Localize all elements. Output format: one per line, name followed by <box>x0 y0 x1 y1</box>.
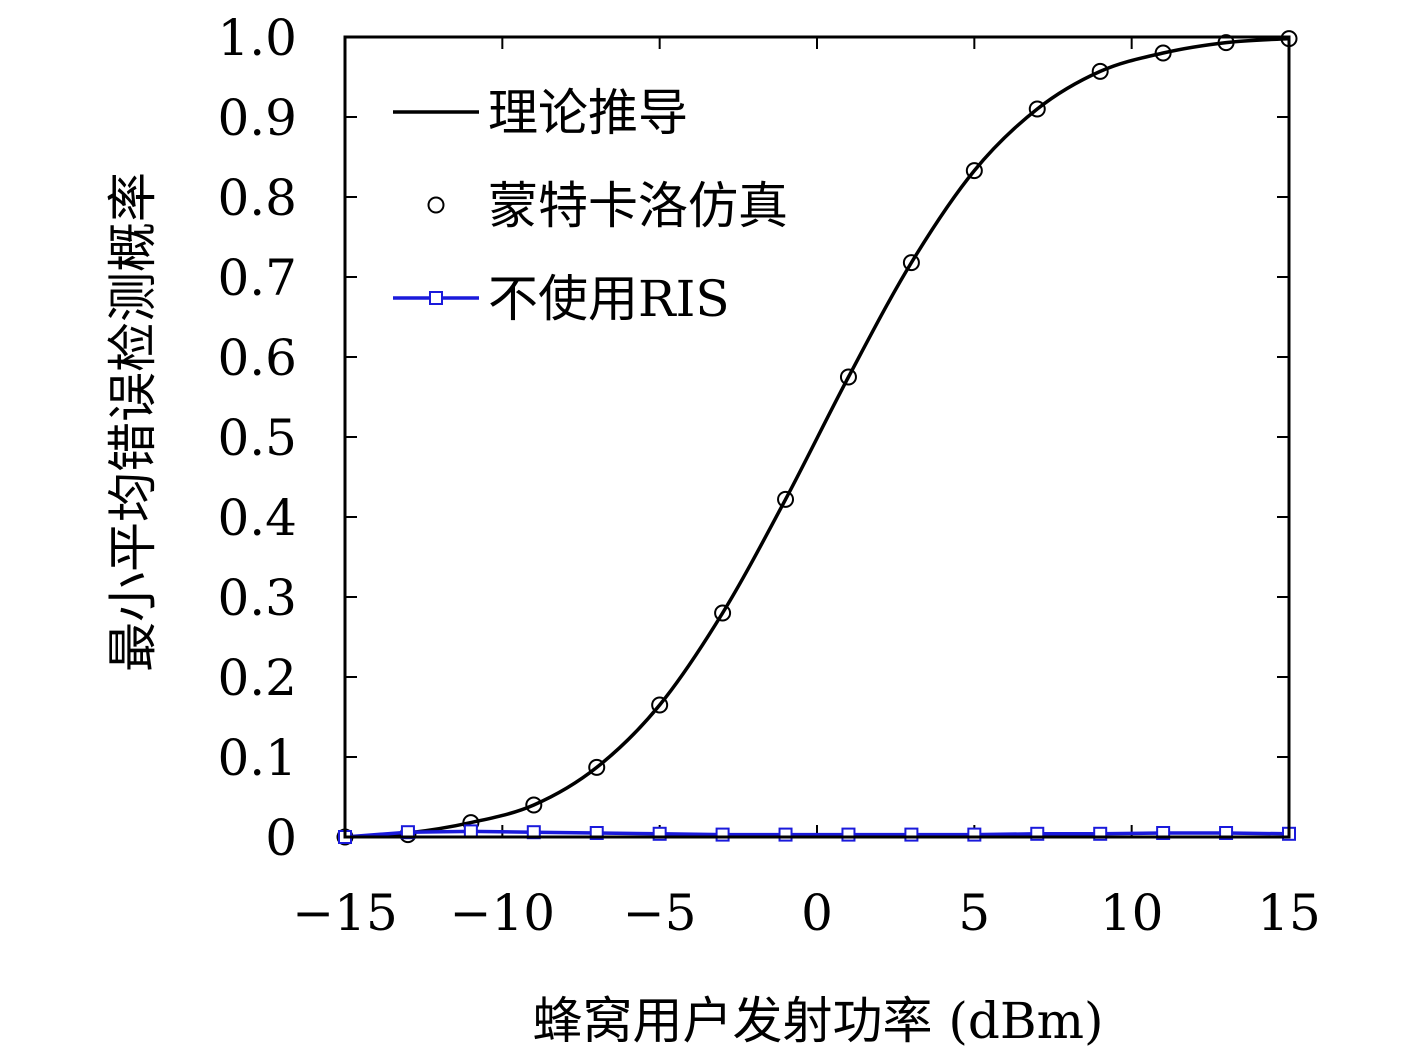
y-tick-label: 0.8 <box>217 169 297 227</box>
series-point-noris <box>841 827 856 842</box>
legend-label: 理论推导 <box>488 84 688 142</box>
legend-label: 蒙特卡洛仿真 <box>488 177 788 235</box>
y-tick-label: 0.4 <box>217 489 297 547</box>
legend-swatch-circle <box>427 196 445 214</box>
series-point-montecarlo <box>1091 62 1109 80</box>
y-tick-label: 0.2 <box>217 649 297 707</box>
series-point-noris <box>904 827 919 842</box>
series-point-montecarlo <box>1154 44 1172 62</box>
series-point-noris <box>967 827 982 842</box>
series-point-montecarlo <box>902 254 920 272</box>
legend-swatch-square <box>429 291 443 305</box>
x-tick-label: 15 <box>1257 884 1321 942</box>
y-axis-title: 最小平均错误检测概率 <box>104 172 162 672</box>
y-tick-label: 0 <box>265 809 297 867</box>
series-point-montecarlo <box>1217 34 1235 52</box>
y-tick-label: 1.0 <box>217 9 297 67</box>
series-point-montecarlo <box>714 604 732 622</box>
y-tick-label: 0.7 <box>217 249 297 307</box>
y-tick-label: 0.6 <box>217 329 297 387</box>
series-point-montecarlo <box>651 696 669 714</box>
series-layer <box>336 30 1298 846</box>
series-point-montecarlo <box>588 758 606 776</box>
y-tick-label: 0.1 <box>217 729 297 787</box>
series-point-montecarlo <box>525 796 543 814</box>
series-point-montecarlo <box>839 368 857 386</box>
x-tick-label: 5 <box>958 884 990 942</box>
plot-frame <box>343 35 1291 839</box>
series-point-montecarlo <box>965 162 983 180</box>
y-tick-label: 0.9 <box>217 89 297 147</box>
series-point-noris <box>715 827 730 842</box>
series-point-noris <box>778 827 793 842</box>
tick-labels-layer: −15 −10 −5 0 5 10 15 0 0.1 0.2 0.3 0.4 0.5 0.6 0.7 0.8 0… <box>217 9 1320 942</box>
legend-label: 不使用RIS <box>488 270 730 328</box>
x-tick-label: 10 <box>1100 884 1164 942</box>
y-tick-label: 0.3 <box>217 569 297 627</box>
y-tick-label: 0.5 <box>217 409 297 467</box>
x-tick-label: −10 <box>450 884 556 942</box>
series-line-noris <box>344 829 1290 839</box>
x-axis-title: 蜂窝用户发射功率 (dBm) <box>532 992 1103 1050</box>
x-tick-label: −5 <box>623 884 697 942</box>
x-tick-label: −15 <box>292 884 398 942</box>
x-tick-label: 0 <box>801 884 833 942</box>
series-line-theory <box>344 36 1290 839</box>
series-point-montecarlo <box>1028 100 1046 118</box>
series-point-montecarlo <box>777 490 795 508</box>
